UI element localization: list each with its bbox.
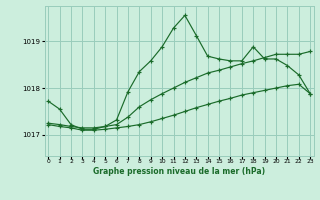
X-axis label: Graphe pression niveau de la mer (hPa): Graphe pression niveau de la mer (hPa) [93, 167, 265, 176]
